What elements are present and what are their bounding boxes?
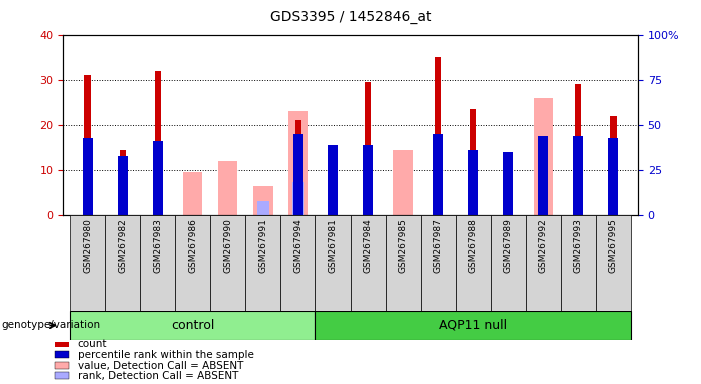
Bar xyxy=(294,120,301,134)
Bar xyxy=(105,215,140,313)
Bar xyxy=(288,111,308,215)
Bar xyxy=(533,98,553,215)
Bar xyxy=(610,116,617,138)
Text: GSM267980: GSM267980 xyxy=(83,218,92,273)
Bar xyxy=(85,75,91,215)
Bar xyxy=(245,215,280,313)
Bar xyxy=(421,215,456,313)
Text: GSM267989: GSM267989 xyxy=(504,218,512,273)
Bar xyxy=(328,145,338,215)
Bar xyxy=(365,82,372,215)
Bar xyxy=(119,150,126,215)
Text: GSM267990: GSM267990 xyxy=(224,218,232,273)
Bar xyxy=(538,136,548,215)
Bar xyxy=(118,156,128,215)
Bar xyxy=(610,116,617,215)
Bar xyxy=(183,172,203,215)
Bar xyxy=(218,161,238,215)
Bar xyxy=(435,57,442,134)
Bar xyxy=(85,75,91,138)
Text: GSM267995: GSM267995 xyxy=(609,218,618,273)
Bar xyxy=(257,200,269,215)
Bar xyxy=(253,186,273,215)
Bar xyxy=(433,134,443,215)
Bar xyxy=(294,120,301,215)
Bar xyxy=(491,215,526,313)
Bar xyxy=(456,215,491,313)
Bar xyxy=(505,152,511,215)
Text: count: count xyxy=(78,339,107,349)
Bar xyxy=(315,311,631,340)
Text: genotype/variation: genotype/variation xyxy=(1,320,100,331)
Text: rank, Detection Call = ABSENT: rank, Detection Call = ABSENT xyxy=(78,371,238,381)
Bar xyxy=(292,182,304,215)
Bar xyxy=(154,71,161,141)
Bar xyxy=(55,362,69,369)
Text: GSM267985: GSM267985 xyxy=(399,218,407,273)
Bar xyxy=(293,134,303,215)
Bar xyxy=(468,150,478,215)
Bar xyxy=(175,215,210,313)
Text: GDS3395 / 1452846_at: GDS3395 / 1452846_at xyxy=(270,10,431,23)
Text: value, Detection Call = ABSENT: value, Detection Call = ABSENT xyxy=(78,361,243,371)
Bar xyxy=(280,215,315,313)
Text: GSM267987: GSM267987 xyxy=(434,218,442,273)
Bar xyxy=(55,340,69,347)
Bar xyxy=(70,215,105,313)
Text: percentile rank within the sample: percentile rank within the sample xyxy=(78,350,254,360)
Bar xyxy=(573,136,583,215)
Bar xyxy=(561,215,596,313)
Bar xyxy=(503,152,513,215)
Text: GSM267993: GSM267993 xyxy=(574,218,583,273)
Bar xyxy=(575,84,581,215)
Bar xyxy=(363,145,373,215)
Bar xyxy=(575,84,581,136)
Text: GSM267991: GSM267991 xyxy=(259,218,267,273)
Text: GSM267984: GSM267984 xyxy=(364,218,372,273)
Bar xyxy=(153,141,163,215)
Bar xyxy=(608,138,618,215)
Text: control: control xyxy=(171,319,215,332)
Text: GSM267981: GSM267981 xyxy=(329,218,337,273)
Bar xyxy=(596,215,631,313)
Text: GSM267986: GSM267986 xyxy=(189,218,197,273)
Text: GSM267994: GSM267994 xyxy=(294,218,302,273)
Bar xyxy=(470,109,476,215)
Bar xyxy=(83,138,93,215)
Bar xyxy=(119,150,126,156)
Bar xyxy=(55,351,69,358)
Bar xyxy=(386,215,421,313)
Text: GSM267992: GSM267992 xyxy=(539,218,547,273)
Bar xyxy=(435,57,442,215)
Bar xyxy=(393,150,413,215)
Bar xyxy=(140,215,175,313)
Text: GSM267983: GSM267983 xyxy=(154,218,162,273)
Bar xyxy=(526,215,561,313)
Bar xyxy=(350,215,386,313)
Bar xyxy=(315,215,350,313)
Bar xyxy=(470,109,476,150)
Bar xyxy=(154,71,161,215)
Bar xyxy=(55,372,69,379)
Bar xyxy=(70,311,315,340)
Text: GSM267988: GSM267988 xyxy=(469,218,477,273)
Text: GSM267982: GSM267982 xyxy=(118,218,127,273)
Bar xyxy=(210,215,245,313)
Bar xyxy=(365,82,372,145)
Text: AQP11 null: AQP11 null xyxy=(439,319,508,332)
